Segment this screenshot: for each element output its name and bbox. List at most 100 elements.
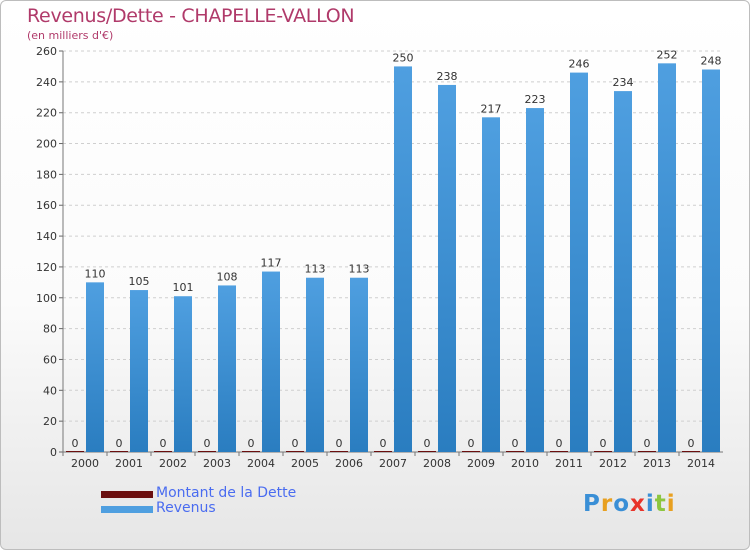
y-tick-label: 220 [36,107,57,120]
y-tick-label: 140 [36,230,57,243]
debt-value-label: 0 [72,437,79,450]
debt-value-label: 0 [512,437,519,450]
debt-value-label: 0 [424,437,431,450]
debt-bar [66,451,84,452]
debt-value-label: 0 [204,437,211,450]
debt-bar [110,451,128,452]
logo-letter: i [666,491,676,517]
debt-bar [330,451,348,452]
debt-value-label: 0 [600,437,607,450]
revenue-value-label: 110 [85,267,106,280]
revenue-value-label: 101 [173,281,194,294]
revenue-value-label: 252 [657,48,678,61]
debt-value-label: 0 [380,437,387,450]
y-tick-label: 260 [36,45,57,58]
x-tick-label: 2007 [379,457,407,470]
proxiti-logo: Proxiti [583,491,676,517]
revenue-value-label: 223 [525,93,546,106]
chart-title: Revenus/Dette - CHAPELLE-VALLON [27,5,355,27]
debt-bar [682,451,700,452]
y-tick-label: 60 [43,353,57,366]
x-tick-label: 2013 [643,457,671,470]
revenue-value-label: 105 [129,275,150,288]
x-tick-label: 2014 [687,457,715,470]
x-tick-label: 2005 [291,457,319,470]
revenue-value-label: 117 [261,257,282,270]
revenue-value-label: 238 [437,70,458,83]
revenue-value-label: 113 [349,263,370,276]
debt-value-label: 0 [160,437,167,450]
logo-letter: r [600,491,614,517]
y-tick-label: 180 [36,168,57,181]
legend-swatch-debt [101,491,153,498]
logo-letter: t [654,491,667,517]
revenue-bar [86,282,104,452]
debt-bar [462,451,480,452]
revenue-bar [262,271,280,452]
y-tick-label: 120 [36,261,57,274]
debt-value-label: 0 [336,437,343,450]
revenue-bar [394,66,412,452]
logo-letter: o [613,491,631,517]
debt-bar [198,451,216,452]
debt-value-label: 0 [116,437,123,450]
debt-bar [286,451,304,452]
logo-letter: i [645,491,655,517]
revenue-value-label: 113 [305,263,326,276]
chart-subtitle: (en milliers d'€) [27,29,114,42]
revenue-value-label: 217 [481,102,502,115]
debt-bar [374,451,392,452]
revenue-bar [482,117,500,453]
x-axis: 2000 2001 2002 2003 2004 2005 2006 2007 2008 2009… [62,451,723,470]
revenue-bar [614,91,632,452]
revenue-value-label: 246 [569,58,590,71]
x-tick-label: 2012 [599,457,627,470]
revenue-bar [570,72,588,452]
revenue-bar [438,84,456,452]
revenue-value-label: 108 [217,270,238,283]
x-tick-label: 2009 [467,457,495,470]
logo-letter: P [583,491,601,517]
x-tick-label: 2002 [159,457,187,470]
debt-value-label: 0 [248,437,255,450]
y-tick-label: 200 [36,138,57,151]
x-tick-label: 2001 [115,457,143,470]
x-tick-label: 2006 [335,457,363,470]
revenue-value-label: 248 [701,55,722,68]
x-tick-label: 2000 [71,457,99,470]
grid [63,50,723,453]
y-tick-label: 160 [36,199,57,212]
revenue-bar [218,285,236,452]
legend-swatch-revenue [101,506,153,513]
x-tick-label: 2003 [203,457,231,470]
y-tick-label: 100 [36,292,57,305]
y-tick-label: 40 [43,384,57,397]
logo-letter: x [630,491,646,517]
debt-value-label: 0 [468,437,475,450]
revenue-bar [306,277,324,452]
debt-bar [242,451,260,452]
debt-value-label: 0 [556,437,563,450]
revenue-bar [174,296,192,452]
debt-value-label: 0 [644,437,651,450]
legend-label-revenue: Revenus [156,500,216,516]
x-tick-label: 2010 [511,457,539,470]
y-tick-label: 20 [43,415,57,428]
y-tick-label: 0 [50,446,57,459]
debt-bar [638,451,656,452]
revenue-bar [658,63,676,452]
revenue-bar [130,290,148,452]
revenue-bar [702,69,720,452]
y-axis: 0 20 40 60 80 100 120 140 160 180 200 220 240 260 [36,45,64,459]
revenue-bar [526,108,544,453]
legend-label-debt: Montant de la Dette [156,485,297,501]
revenue-value-label: 234 [613,76,634,89]
debt-bar [154,451,172,452]
debt-value-label: 0 [292,437,299,450]
data-labels: 0 110 0 105 0 101 0 108 0 117 0 113 0 113 0 250 0 238 0 217… [72,48,722,450]
revenue-value-label: 250 [393,51,414,64]
debt-bar [594,451,612,452]
x-tick-label: 2004 [247,457,275,470]
